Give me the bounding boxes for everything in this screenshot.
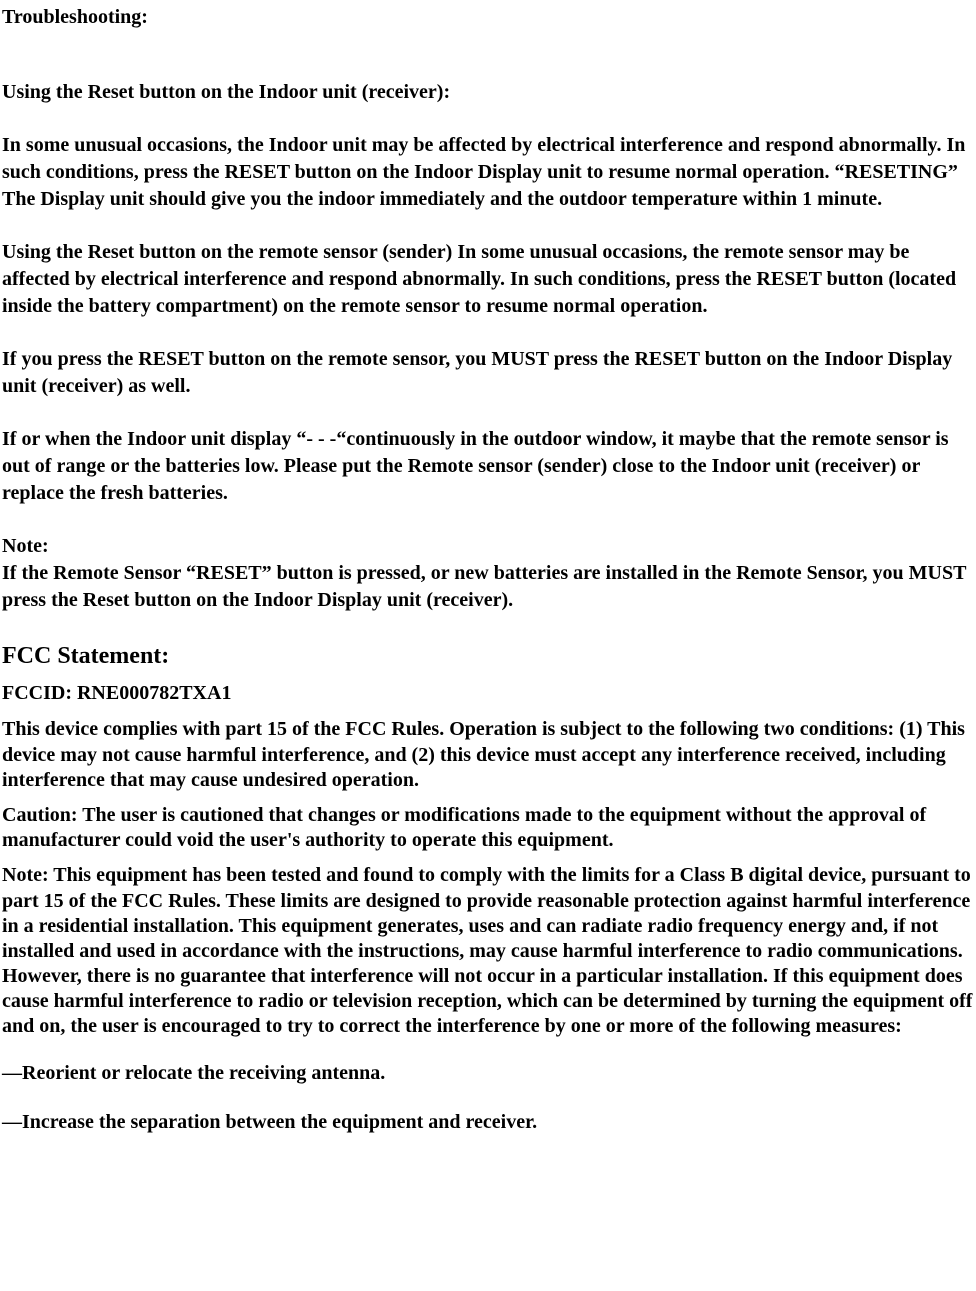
fcc-heading: FCC Statement: xyxy=(2,640,974,672)
troubleshooting-subheading: Using the Reset button on the Indoor uni… xyxy=(2,79,974,106)
troubleshooting-para-2: Using the Reset button on the remote sen… xyxy=(2,239,974,320)
fcc-id: FCCID: RNE000782TXA1 xyxy=(2,680,974,707)
note-body: If the Remote Sensor “RESET” button is p… xyxy=(2,560,974,614)
troubleshooting-para-3: If you press the RESET button on the rem… xyxy=(2,346,974,400)
fcc-para-2: Caution: The user is cautioned that chan… xyxy=(2,803,974,853)
note-label: Note: xyxy=(2,533,974,560)
troubleshooting-heading: Troubleshooting: xyxy=(2,4,974,31)
troubleshooting-para-1: In some unusual occasions, the Indoor un… xyxy=(2,132,974,213)
fcc-measure-2: —Increase the separation between the equ… xyxy=(2,1109,974,1136)
troubleshooting-para-4: If or when the Indoor unit display “- - … xyxy=(2,426,974,507)
fcc-para-1: This device complies with part 15 of the… xyxy=(2,717,974,793)
fcc-measure-1: —Reorient or relocate the receiving ante… xyxy=(2,1060,974,1087)
fcc-para-3: Note: This equipment has been tested and… xyxy=(2,863,974,1039)
note-block: Note: If the Remote Sensor “RESET” butto… xyxy=(2,533,974,614)
